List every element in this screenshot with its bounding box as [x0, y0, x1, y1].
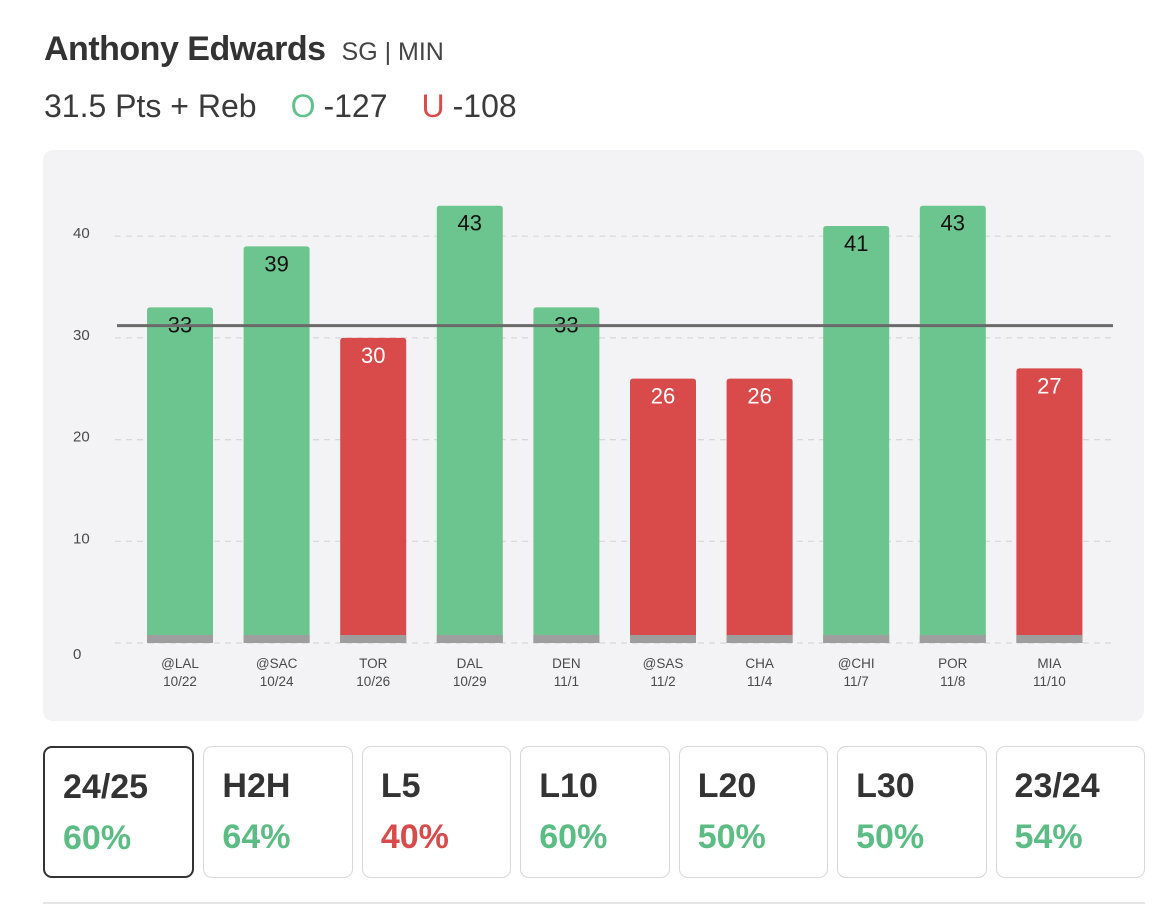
bar-value-label: 43: [458, 211, 482, 236]
game-log-chart: 0 10 20 30 40 33 @LAL 10/22 39 @SAC 10/24 30 TOR 10/2…: [43, 150, 1144, 721]
split-tile-pct: 54%: [1014, 818, 1083, 856]
bar-base: [147, 635, 213, 643]
y-tick-label: 30: [73, 327, 90, 344]
bar-base: [1016, 635, 1083, 643]
x-tick-opponent: @LAL: [161, 656, 199, 671]
x-tick-date: 11/4: [747, 674, 773, 689]
bar-base: [823, 635, 890, 643]
x-tick-date: 10/22: [163, 674, 197, 689]
split-tiles: 24/25 60% H2H 64% L5 40% L10 60% L20 50%…: [43, 746, 1145, 878]
split-tile[interactable]: L20 50%: [678, 746, 829, 878]
prop-header: Anthony Edwards SG | MIN 31.5 Pts + Reb …: [44, 30, 1124, 125]
bar: [726, 378, 793, 643]
split-tile[interactable]: 24/25 60%: [43, 746, 195, 878]
split-tile-pct: 50%: [856, 818, 925, 856]
bar: [436, 205, 503, 643]
over-icon: O: [290, 88, 316, 124]
prop-line-row: 31.5 Pts + Reb O -127 U -108: [44, 88, 1124, 125]
bar-base: [630, 635, 696, 643]
bar-value-label: 43: [941, 211, 965, 236]
divider: [43, 902, 1145, 904]
bar-base: [726, 635, 793, 643]
x-tick-date: 11/10: [1033, 674, 1066, 689]
bar-base: [919, 635, 986, 643]
bar-value-label: 27: [1037, 373, 1061, 398]
under-icon: U: [421, 88, 445, 124]
bar: [919, 205, 986, 643]
split-tile[interactable]: L10 60%: [520, 746, 670, 878]
split-tile-pct: 64%: [222, 818, 291, 856]
bar: [340, 337, 407, 643]
x-tick-date: 10/29: [453, 674, 487, 689]
split-tile-label: L20: [697, 767, 757, 805]
split-tile-pct: 60%: [539, 818, 608, 856]
x-tick-opponent: @CHI: [838, 656, 875, 671]
bar-base: [340, 635, 407, 643]
bar-value-label: 39: [264, 251, 288, 276]
bar-value-label: 41: [844, 231, 868, 256]
bar: [823, 226, 890, 643]
split-tile[interactable]: 23/24 54%: [995, 746, 1145, 878]
bar-value-label: 26: [747, 384, 771, 409]
x-tick-opponent: MIA: [1037, 656, 1061, 671]
split-tile-pct: 60%: [63, 819, 132, 857]
split-tile-label: H2H: [222, 767, 291, 805]
x-tick-opponent: DEN: [552, 656, 581, 671]
x-tick-opponent: DAL: [457, 656, 484, 671]
bar-value-label: 26: [651, 384, 675, 409]
x-tick-opponent: @SAS: [643, 656, 684, 671]
bar: [630, 378, 696, 643]
bar-value-label: 30: [361, 343, 385, 368]
x-tick-opponent: @SAC: [256, 656, 298, 671]
split-tile-label: L10: [539, 767, 598, 805]
x-tick-date: 11/2: [650, 674, 675, 689]
bar: [533, 307, 600, 643]
split-tile[interactable]: L5 40%: [361, 746, 512, 878]
split-tile[interactable]: H2H 64%: [203, 746, 353, 878]
y-tick-label: 40: [73, 225, 90, 242]
x-tick-date: 11/8: [940, 674, 965, 689]
bar-chart: 01020304033@LAL10/2239@SAC10/2430TOR10/2…: [73, 205, 1115, 689]
player-position-team: SG | MIN: [341, 38, 444, 66]
bar-base: [533, 635, 600, 643]
x-tick-opponent: POR: [938, 656, 968, 671]
player-row: Anthony Edwards SG | MIN: [44, 30, 1124, 74]
split-tile[interactable]: L30 50%: [837, 746, 987, 878]
x-tick-opponent: TOR: [359, 656, 388, 671]
bar: [147, 307, 213, 643]
player-name: Anthony Edwards: [44, 30, 326, 68]
y-tick-label: 10: [73, 530, 90, 547]
under-odds[interactable]: -108: [452, 88, 517, 124]
x-tick-date: 10/24: [260, 674, 294, 689]
x-tick-opponent: CHA: [745, 656, 774, 671]
x-tick-date: 10/26: [356, 674, 390, 689]
y-tick-label: 20: [73, 429, 90, 446]
prop-line: 31.5 Pts + Reb: [44, 88, 257, 124]
bar-base: [243, 635, 310, 643]
over-odds[interactable]: -127: [323, 88, 388, 124]
bar: [1016, 368, 1083, 643]
split-tile-label: 24/25: [63, 768, 149, 806]
split-tile-label: 23/24: [1014, 767, 1100, 805]
split-tile-pct: 40%: [380, 818, 449, 856]
bar: [243, 246, 310, 643]
split-tile-pct: 50%: [697, 818, 766, 856]
y-tick-label: 0: [73, 646, 81, 663]
x-tick-date: 11/7: [844, 674, 869, 689]
bar-base: [436, 635, 503, 643]
x-tick-date: 11/1: [554, 674, 579, 689]
split-tile-label: L5: [380, 767, 421, 805]
split-tile-label: L30: [856, 767, 915, 805]
